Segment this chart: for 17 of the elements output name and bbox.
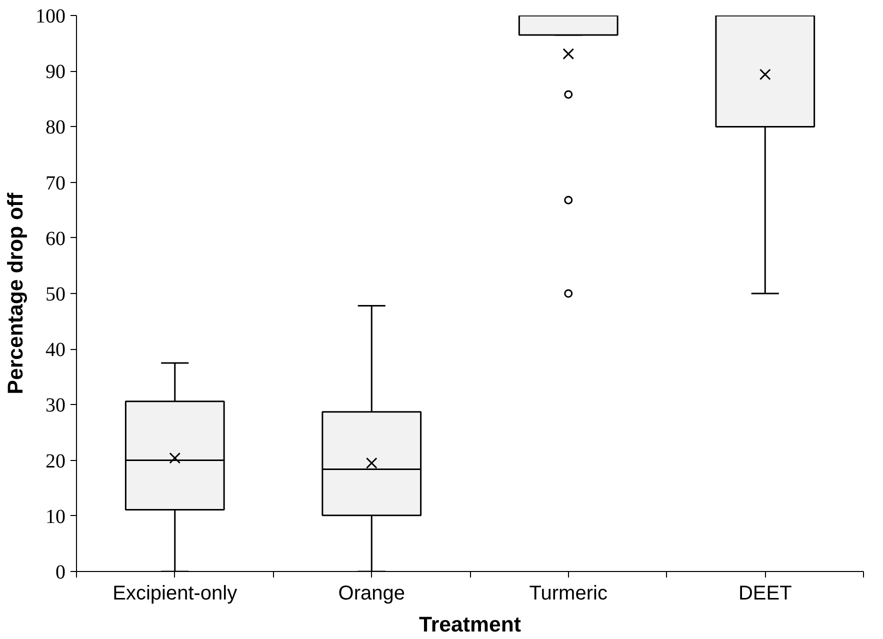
x-tick-label: Excipient-only [112, 582, 238, 604]
y-tick-label: 20 [46, 450, 66, 472]
y-tick-label: 50 [46, 284, 66, 306]
x-tick-label: Orange [338, 582, 405, 604]
y-axis-title: Percentage drop off [4, 192, 28, 394]
x-tick-label: Turmeric [529, 582, 608, 604]
y-tick-label: 70 [46, 172, 66, 194]
y-tick-label: 100 [36, 6, 66, 28]
y-tick-label: 0 [56, 562, 66, 584]
y-tick-label: 30 [46, 394, 66, 417]
x-axis-title: Treatment [419, 612, 521, 636]
y-tick-label: 60 [46, 228, 66, 250]
y-tick-label: 90 [46, 61, 66, 84]
x-tick-label: DEET [738, 582, 792, 604]
y-tick-label: 80 [46, 116, 66, 139]
y-tick-label: 40 [46, 339, 66, 362]
y-tick-label: 10 [46, 506, 66, 528]
